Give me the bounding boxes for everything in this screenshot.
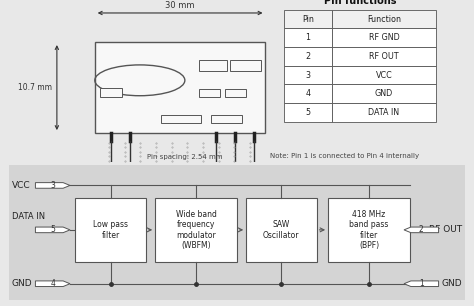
Bar bbox=[332, 10, 436, 28]
Polygon shape bbox=[404, 281, 438, 286]
Text: Low pass
filter: Low pass filter bbox=[93, 220, 128, 240]
Text: RF OUT: RF OUT bbox=[429, 225, 462, 234]
Text: 3: 3 bbox=[209, 175, 213, 184]
Bar bbox=[155, 198, 237, 262]
Bar bbox=[284, 103, 332, 122]
Bar bbox=[75, 198, 146, 262]
Text: 4: 4 bbox=[306, 89, 310, 98]
Bar bbox=[161, 115, 201, 123]
Bar bbox=[332, 47, 436, 66]
Bar bbox=[211, 115, 242, 123]
Text: VCC: VCC bbox=[12, 181, 30, 190]
Text: Pin: Pin bbox=[302, 15, 314, 24]
Text: 1: 1 bbox=[419, 279, 424, 288]
Text: 1: 1 bbox=[306, 33, 310, 42]
Polygon shape bbox=[36, 227, 70, 233]
Text: 10.7 mm: 10.7 mm bbox=[18, 83, 52, 92]
Text: GND: GND bbox=[375, 89, 393, 98]
Text: 4: 4 bbox=[228, 175, 232, 184]
Text: RF OUT: RF OUT bbox=[369, 52, 399, 61]
Bar bbox=[332, 66, 436, 84]
Text: 3: 3 bbox=[306, 70, 310, 80]
Bar bbox=[332, 28, 436, 47]
Bar bbox=[100, 88, 122, 97]
Bar bbox=[284, 84, 332, 103]
Text: SAW
Oscillator: SAW Oscillator bbox=[263, 220, 300, 240]
Bar bbox=[284, 10, 332, 28]
Bar bbox=[199, 89, 220, 97]
Text: 2: 2 bbox=[123, 175, 128, 184]
Text: VCC: VCC bbox=[375, 70, 392, 80]
Bar bbox=[230, 60, 261, 71]
Text: RF GND: RF GND bbox=[369, 33, 399, 42]
Text: DATA IN: DATA IN bbox=[368, 108, 400, 117]
Text: DATA IN: DATA IN bbox=[12, 212, 45, 221]
Text: 5: 5 bbox=[50, 225, 55, 234]
Bar bbox=[225, 89, 246, 97]
Text: 418 MHz
band pass
filter
(BPF): 418 MHz band pass filter (BPF) bbox=[349, 210, 389, 250]
Text: 2: 2 bbox=[306, 52, 310, 61]
Bar bbox=[199, 60, 227, 71]
Bar bbox=[284, 47, 332, 66]
Polygon shape bbox=[36, 183, 70, 188]
Polygon shape bbox=[404, 227, 438, 233]
Text: Wide band
frequency
modulator
(WBFM): Wide band frequency modulator (WBFM) bbox=[175, 210, 217, 250]
Bar bbox=[95, 42, 265, 133]
Bar bbox=[246, 198, 317, 262]
Text: 4: 4 bbox=[50, 279, 55, 288]
Bar bbox=[328, 198, 410, 262]
Bar bbox=[332, 103, 436, 122]
Text: Pin functions: Pin functions bbox=[324, 0, 396, 6]
Text: Pin spacing: 2.54 mm: Pin spacing: 2.54 mm bbox=[147, 154, 223, 160]
Text: 2: 2 bbox=[419, 225, 424, 234]
Text: 5: 5 bbox=[246, 175, 251, 184]
Text: 30 mm: 30 mm bbox=[165, 1, 195, 10]
Text: Note: Pin 1 is connected to Pin 4 internally: Note: Pin 1 is connected to Pin 4 intern… bbox=[270, 153, 419, 159]
FancyBboxPatch shape bbox=[5, 164, 469, 301]
Bar bbox=[284, 66, 332, 84]
Text: 3: 3 bbox=[50, 181, 55, 190]
Bar bbox=[332, 84, 436, 103]
Text: 1: 1 bbox=[104, 175, 109, 184]
Text: 5: 5 bbox=[306, 108, 310, 117]
Text: Function: Function bbox=[367, 15, 401, 24]
Bar bbox=[284, 28, 332, 47]
Text: GND: GND bbox=[442, 279, 462, 288]
Text: GND: GND bbox=[12, 279, 32, 288]
Polygon shape bbox=[36, 281, 70, 286]
